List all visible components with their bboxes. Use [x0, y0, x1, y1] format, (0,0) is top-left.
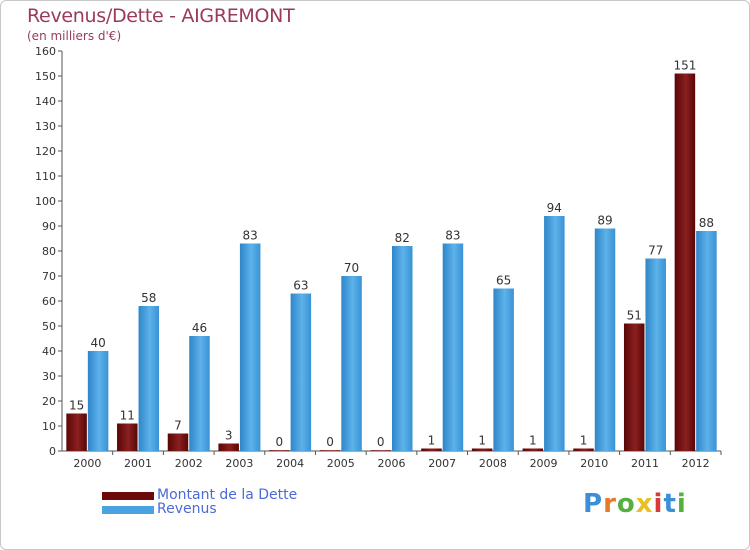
data-label-revenus: 82: [395, 231, 410, 245]
bar-debt: [421, 448, 442, 451]
x-tick-label: 2004: [276, 457, 304, 470]
bar-revenus: [239, 243, 261, 451]
chart-title: Revenus/Dette - AIGREMONT: [27, 5, 295, 27]
logo-letter: i: [653, 489, 664, 519]
y-tick-label: 130: [35, 120, 56, 133]
bar-debt: [269, 450, 290, 451]
data-label-debt: 1: [428, 434, 436, 448]
legend-label-revenus: Revenus: [157, 501, 217, 517]
y-tick-label: 60: [42, 295, 56, 308]
bar-revenus: [392, 246, 413, 451]
legend-label-debt: Montant de la Dette: [157, 487, 298, 503]
y-tick-label: 50: [42, 320, 56, 333]
bar-debt: [674, 73, 696, 451]
bar-debt: [66, 413, 87, 451]
data-label-debt: 3: [225, 429, 233, 443]
logo-letter: t: [663, 489, 677, 519]
x-tick-label: 2009: [530, 457, 558, 470]
data-label-debt: 15: [69, 399, 84, 413]
data-label-debt: 1: [478, 434, 486, 448]
x-tick-label: 2003: [225, 457, 253, 470]
bar-revenus: [341, 276, 362, 451]
bar-revenus: [290, 293, 312, 451]
data-label-revenus: 70: [344, 261, 359, 275]
y-tick-label: 0: [49, 445, 56, 458]
y-tick-label: 30: [42, 370, 56, 383]
data-label-debt: 11: [120, 409, 135, 423]
logo-letter: P: [583, 489, 604, 519]
y-tick-label: 40: [42, 345, 56, 358]
data-label-revenus: 88: [699, 216, 714, 230]
data-label-revenus: 83: [243, 229, 258, 243]
y-tick-label: 100: [35, 195, 56, 208]
x-tick-label: 2002: [175, 457, 203, 470]
bar-revenus: [544, 216, 565, 451]
logo-letter: i: [676, 489, 687, 519]
y-tick-label: 20: [42, 395, 56, 408]
y-tick-label: 160: [35, 45, 56, 58]
y-tick-label: 90: [42, 220, 56, 233]
data-label-debt: 1: [529, 434, 537, 448]
y-tick-label: 150: [35, 70, 56, 83]
x-tick-label: 2006: [378, 457, 406, 470]
x-tick-label: 2011: [631, 457, 659, 470]
x-tick-label: 2012: [682, 457, 710, 470]
bar-debt: [471, 448, 493, 451]
bar-revenus: [696, 231, 717, 451]
bar-revenus: [138, 306, 160, 451]
data-label-revenus: 63: [293, 279, 308, 293]
data-label-debt: 51: [627, 309, 642, 323]
data-label-revenus: 65: [496, 274, 511, 288]
bar-debt: [167, 433, 189, 451]
data-label-revenus: 94: [547, 201, 562, 215]
x-tick-label: 2005: [327, 457, 355, 470]
bar-debt: [623, 323, 645, 451]
y-tick-label: 10: [42, 420, 56, 433]
data-label-revenus: 40: [90, 336, 105, 350]
bar-revenus: [645, 258, 666, 451]
data-label-revenus: 58: [141, 291, 156, 305]
chart-subtitle: (en milliers d'€): [27, 29, 122, 43]
bar-debt: [370, 450, 391, 451]
x-tick-label: 2007: [428, 457, 456, 470]
bar-revenus: [493, 288, 514, 451]
data-label-debt: 0: [326, 435, 334, 449]
bar-revenus: [594, 228, 616, 451]
x-tick-label: 2008: [479, 457, 507, 470]
data-label-debt: 151: [673, 59, 696, 73]
y-tick-label: 80: [42, 245, 56, 258]
x-tick-label: 2001: [124, 457, 152, 470]
data-label-debt: 1: [580, 434, 588, 448]
x-tick-label: 2010: [580, 457, 608, 470]
bar-debt: [522, 448, 544, 451]
bar-debt: [319, 450, 341, 451]
bar-revenus: [442, 243, 464, 451]
y-tick-label: 110: [35, 170, 56, 183]
logo-letter: x: [635, 489, 654, 519]
data-label-revenus: 77: [648, 244, 663, 258]
data-label-debt: 0: [276, 435, 284, 449]
bar-revenus: [87, 351, 109, 451]
y-tick-label: 140: [35, 95, 56, 108]
legend-swatch-revenus: [102, 506, 154, 514]
bar-debt: [117, 423, 138, 451]
legend-swatch-debt: [102, 492, 154, 500]
data-label-debt: 0: [377, 435, 385, 449]
data-label-revenus: 83: [445, 229, 460, 243]
proxiti-logo: Proxiti: [583, 489, 687, 519]
data-label-revenus: 46: [192, 321, 207, 335]
x-tick-label: 2000: [73, 457, 101, 470]
data-label-debt: 7: [174, 419, 182, 433]
logo-letter: o: [616, 489, 636, 519]
bar-revenus: [189, 336, 210, 451]
bar-debt: [218, 443, 239, 451]
bar-debt: [573, 448, 594, 451]
y-tick-label: 70: [42, 270, 56, 283]
logo-letter: r: [603, 489, 617, 519]
data-label-revenus: 89: [597, 214, 612, 228]
y-tick-label: 120: [35, 145, 56, 158]
